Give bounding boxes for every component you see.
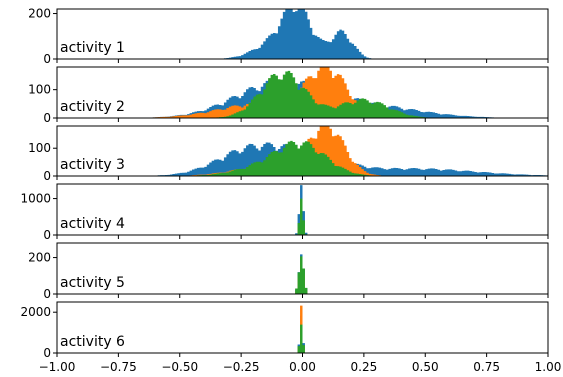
panel-label-1: activity 1	[60, 40, 125, 56]
y-tick-label-6-1: 2000	[20, 305, 51, 319]
x-tick-label-6: 0.50	[412, 360, 439, 374]
histogram-green-activity-2	[57, 70, 548, 118]
y-tick-label-2-1: 100	[28, 83, 51, 97]
panel-label-5: activity 5	[60, 275, 125, 291]
histogram-blue-activity-1	[57, 9, 548, 59]
panel-label-4: activity 4	[60, 216, 125, 232]
histogram-green-activity-6	[57, 324, 548, 353]
y-tick-label-6-0: 0	[43, 346, 51, 360]
y-tick-label-4-1: 1000	[20, 192, 51, 206]
y-tick-label-1-1: 200	[28, 7, 51, 21]
y-tick-label-2-0: 0	[43, 111, 51, 125]
y-tick-label-3-0: 0	[43, 169, 51, 183]
y-tick-label-5-1: 200	[28, 251, 51, 265]
x-tick-label-8: 1.00	[535, 360, 562, 374]
panel-label-6: activity 6	[60, 334, 125, 350]
y-tick-label-4-0: 0	[43, 228, 51, 242]
x-tick-label-4: 0.00	[289, 360, 316, 374]
y-tick-label-5-0: 0	[43, 287, 51, 301]
x-tick-label-7: 0.75	[473, 360, 500, 374]
histogram-green-activity-3	[57, 140, 548, 176]
panel-label-2: activity 2	[60, 99, 125, 115]
x-tick-label-5: 0.25	[351, 360, 378, 374]
histogram-green-activity-5	[57, 256, 548, 294]
x-tick-label-3: −0.25	[223, 360, 260, 374]
y-tick-label-1-0: 0	[43, 52, 51, 66]
x-tick-label-0: −1.00	[39, 360, 76, 374]
panel-label-3: activity 3	[60, 157, 125, 173]
x-tick-label-1: −0.75	[100, 360, 137, 374]
histogram-green-activity-4	[57, 198, 548, 235]
x-tick-label-2: −0.50	[161, 360, 198, 374]
y-tick-label-3-1: 100	[28, 141, 51, 155]
